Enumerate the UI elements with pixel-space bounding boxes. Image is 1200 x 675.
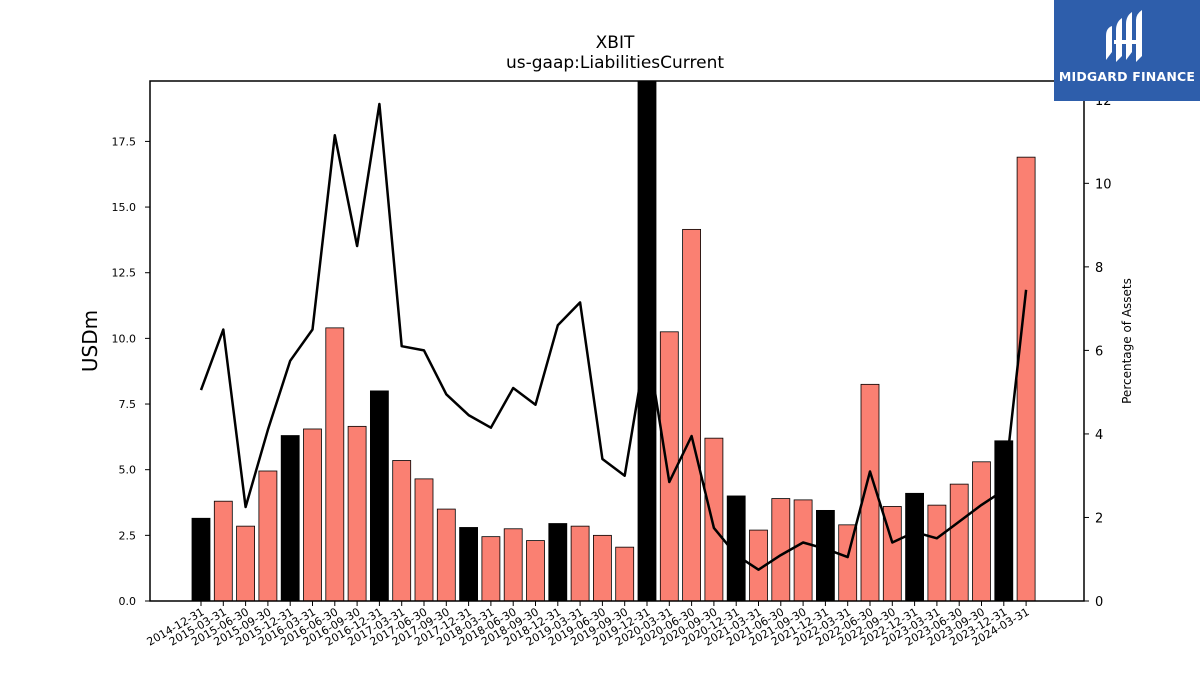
bar-2016-12-31 [369, 390, 389, 602]
plot-frame [149, 80, 1085, 602]
y-tick-label: 12.5 [112, 267, 137, 280]
bar-2017-03-31 [392, 460, 412, 602]
bar-2023-03-31 [927, 504, 947, 602]
bar-2024-03-31 [1016, 156, 1036, 602]
bar-2019-03-31 [570, 525, 590, 602]
bar-2019-06-30 [593, 534, 612, 602]
bar-2020-09-30 [704, 437, 724, 602]
bar-2018-06-30 [503, 528, 523, 602]
y2-tick-label: 8 [1095, 261, 1103, 276]
chart-subtitle: us-gaap:LiabilitiesCurrent [506, 53, 724, 73]
y2-tick-label: 4 [1095, 428, 1103, 443]
bar-2015-09-30 [258, 470, 278, 602]
bar-2016-09-30 [347, 425, 367, 602]
bar-2020-06-30 [682, 228, 701, 602]
y-tick-label: 5.0 [119, 464, 137, 477]
bar-2015-06-30 [236, 525, 256, 602]
bar-2023-06-30 [949, 483, 969, 602]
y2-axis-label: Percentage of Assets [1120, 278, 1134, 404]
y-tick-label: 2.5 [119, 529, 137, 542]
percentage-line [199, 102, 1028, 571]
y-axis: 0.0 2.5 5.0 7.5 10.0 12.5 15.0 17.5 [112, 135, 150, 608]
logo-text: MIDGARD FINANCE [1058, 69, 1196, 84]
bar-2023-09-30 [972, 461, 991, 602]
y-tick-label: 0.0 [119, 595, 137, 608]
bar-2016-06-30 [325, 327, 345, 602]
bar-2018-03-31 [481, 536, 501, 602]
y-tick-label: 15.0 [112, 201, 137, 214]
y-tick-label: 10.0 [112, 332, 137, 345]
bar-2021-09-30 [793, 499, 813, 602]
bar-2018-09-30 [526, 540, 545, 602]
bar-2017-06-30 [414, 478, 434, 602]
bar-2018-12-31 [548, 523, 568, 602]
chart-title: XBIT [596, 33, 635, 53]
bar-2017-09-30 [436, 508, 456, 602]
bar-2016-03-31 [303, 428, 322, 602]
bar-2014-12-31 [191, 517, 211, 602]
logo-mark-icon [1106, 10, 1142, 62]
y2-tick-label: 0 [1095, 595, 1103, 610]
midgard-finance-logo: MIDGARD FINANCE [1054, 0, 1200, 101]
x-axis: 2014-12-312015-03-312015-06-302015-09-30… [145, 601, 1032, 649]
bar-2021-06-30 [771, 498, 791, 602]
y2-tick-label: 10 [1095, 177, 1112, 192]
y-axis-label: USDm [78, 310, 102, 372]
y2-tick-label: 6 [1095, 344, 1103, 359]
y-tick-label: 17.5 [112, 135, 137, 148]
y-tick-label: 7.5 [119, 398, 137, 411]
bar-2023-12-31 [994, 440, 1014, 602]
line-group [199, 102, 1028, 571]
bar-2017-12-31 [459, 527, 479, 602]
bar-2019-09-30 [615, 546, 635, 602]
bar-2022-12-31 [905, 492, 924, 602]
bar-2015-03-31 [213, 500, 233, 602]
bar-2021-12-31 [816, 509, 835, 602]
bars-group [191, 80, 1036, 602]
bar-2015-12-31 [280, 435, 300, 602]
y2-tick-label: 2 [1095, 511, 1103, 526]
